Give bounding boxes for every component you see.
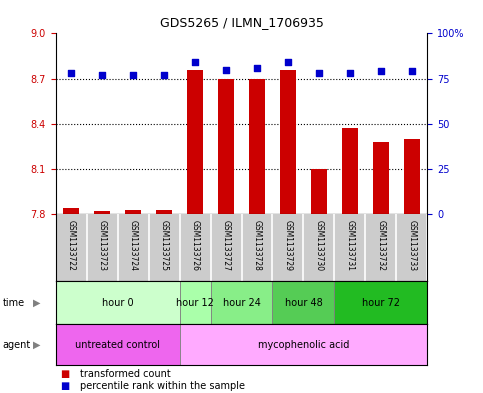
Text: ▶: ▶ <box>33 340 41 350</box>
Bar <box>56 281 180 324</box>
Text: GSM1133733: GSM1133733 <box>408 220 416 271</box>
Point <box>408 68 416 75</box>
Text: GSM1133730: GSM1133730 <box>314 220 324 271</box>
Text: hour 12: hour 12 <box>176 298 214 308</box>
Text: hour 0: hour 0 <box>102 298 133 308</box>
Point <box>98 72 106 78</box>
Point <box>315 70 323 76</box>
Bar <box>211 281 272 324</box>
Text: percentile rank within the sample: percentile rank within the sample <box>80 381 245 391</box>
Bar <box>373 142 389 214</box>
Point <box>253 64 261 71</box>
Point <box>160 72 168 78</box>
Text: transformed count: transformed count <box>80 369 170 379</box>
Text: GSM1133725: GSM1133725 <box>159 220 169 270</box>
Text: mycophenolic acid: mycophenolic acid <box>258 340 349 350</box>
Bar <box>180 324 427 365</box>
Text: GSM1133726: GSM1133726 <box>190 220 199 270</box>
Text: hour 48: hour 48 <box>284 298 322 308</box>
Bar <box>63 208 79 214</box>
Bar <box>125 209 141 214</box>
Text: GSM1133727: GSM1133727 <box>222 220 230 270</box>
Bar <box>249 79 265 214</box>
Text: GSM1133728: GSM1133728 <box>253 220 261 270</box>
Point <box>377 68 385 75</box>
Text: GSM1133723: GSM1133723 <box>98 220 107 270</box>
Text: ▶: ▶ <box>33 298 41 308</box>
Text: GSM1133731: GSM1133731 <box>345 220 355 270</box>
Bar <box>180 281 211 324</box>
Bar <box>94 211 110 214</box>
Text: hour 24: hour 24 <box>223 298 260 308</box>
Point <box>191 59 199 66</box>
Bar <box>280 70 296 214</box>
Bar <box>56 324 180 365</box>
Point <box>346 70 354 76</box>
Text: agent: agent <box>2 340 30 350</box>
Bar <box>156 209 172 214</box>
Text: hour 72: hour 72 <box>362 298 400 308</box>
Text: ■: ■ <box>60 369 70 379</box>
Point <box>222 66 230 73</box>
Bar <box>187 70 203 214</box>
Point <box>67 70 75 76</box>
Text: untreated control: untreated control <box>75 340 160 350</box>
Text: GSM1133722: GSM1133722 <box>67 220 75 270</box>
Text: GSM1133724: GSM1133724 <box>128 220 138 270</box>
Bar <box>334 281 427 324</box>
Text: ■: ■ <box>60 381 70 391</box>
Text: GSM1133732: GSM1133732 <box>376 220 385 270</box>
Text: time: time <box>2 298 25 308</box>
Point <box>129 72 137 78</box>
Text: GSM1133729: GSM1133729 <box>284 220 293 270</box>
Bar <box>342 128 358 214</box>
Bar <box>272 281 335 324</box>
Bar <box>311 169 327 214</box>
Bar <box>404 139 420 214</box>
Text: GDS5265 / ILMN_1706935: GDS5265 / ILMN_1706935 <box>159 16 324 29</box>
Bar <box>218 79 234 214</box>
Point <box>284 59 292 66</box>
